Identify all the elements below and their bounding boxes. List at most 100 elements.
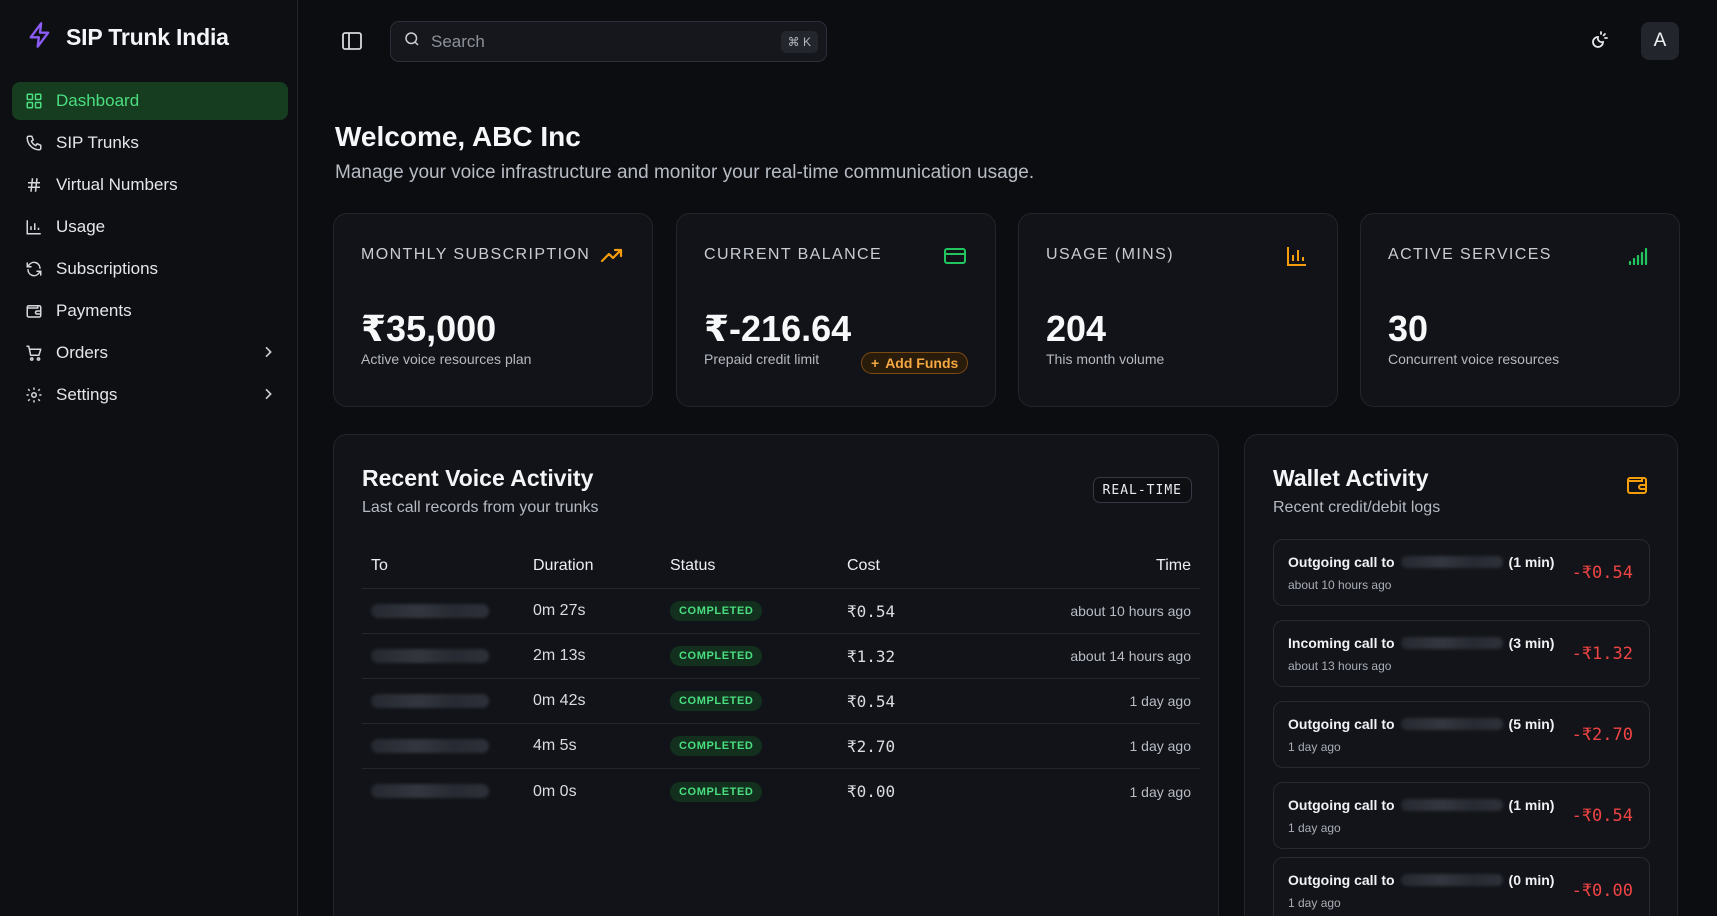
table-row[interactable]: 0m 42s COMPLETED ₹0.54 1 day ago [362, 679, 1200, 724]
wallet-log-item[interactable]: Outgoing call to (1 min) 1 day ago -₹0.5… [1273, 782, 1650, 849]
realtime-badge: REAL-TIME [1092, 477, 1192, 503]
wallet-log-duration: (3 min) [1508, 635, 1555, 651]
add-funds-label: Add Funds [885, 355, 959, 371]
brand[interactable]: SIP Trunk India [26, 20, 229, 55]
stat-subtext: Active voice resources plan [361, 351, 532, 367]
stat-value: ₹-216.64 [704, 308, 852, 349]
wallet-icon [1625, 473, 1649, 497]
panel-title: Wallet Activity [1273, 465, 1429, 491]
wallet-log-amount: -₹2.70 [1571, 725, 1633, 745]
wallet-log-title: Outgoing call to (1 min) [1288, 797, 1554, 813]
avatar[interactable]: A [1641, 22, 1679, 60]
sidebar-item-sip-trunks[interactable]: SIP Trunks [12, 124, 288, 162]
duration-cell: 0m 27s [533, 602, 586, 619]
sidebar-item-orders[interactable]: Orders [12, 334, 288, 372]
redacted-number [1400, 799, 1503, 811]
search-input[interactable]: Search ⌘ K [390, 21, 827, 62]
panel-title: Recent Voice Activity [362, 465, 594, 491]
wallet-log-amount: -₹0.00 [1571, 881, 1633, 901]
cost-cell: ₹0.54 [847, 601, 896, 621]
wallet-log-title: Incoming call to (3 min) [1288, 635, 1554, 651]
call-records-table: To Duration Status Cost Time 0m 27s COMP… [362, 543, 1200, 814]
stat-subtext: This month volume [1046, 351, 1165, 367]
moon-sun-icon [1586, 31, 1610, 57]
wallet-log-amount: -₹0.54 [1571, 563, 1633, 583]
sidebar-item-dashboard[interactable]: Dashboard [12, 82, 288, 120]
wallet-log-prefix: Outgoing call to [1288, 554, 1395, 570]
table-row[interactable]: 4m 5s COMPLETED ₹2.70 1 day ago [362, 724, 1200, 769]
wallet-log-time: 1 day ago [1288, 896, 1341, 910]
column-header-cost: Cost [847, 556, 880, 574]
stat-card-monthly-subscription: MONTHLY SUBSCRIPTION ₹35,000 Active voic… [333, 213, 653, 407]
brand-name: SIP Trunk India [66, 24, 229, 50]
table-row[interactable]: 2m 13s COMPLETED ₹1.32 about 14 hours ag… [362, 634, 1200, 679]
wallet-log-title: Outgoing call to (0 min) [1288, 872, 1554, 888]
redacted-number [362, 647, 533, 665]
signal-icon [1627, 244, 1651, 268]
add-funds-button[interactable]: + Add Funds [861, 352, 969, 374]
redacted-number [362, 692, 533, 710]
wallet-log-duration: (1 min) [1508, 554, 1555, 570]
status-cell: COMPLETED [670, 601, 847, 621]
cost-cell: ₹0.00 [847, 782, 896, 801]
sidebar-item-label: Subscriptions [56, 259, 159, 278]
wallet-log-item[interactable]: Outgoing call to (5 min) 1 day ago -₹2.7… [1273, 701, 1650, 768]
page-title: Welcome, ABC Inc [335, 121, 581, 152]
chevron-right-icon [260, 343, 276, 366]
wallet-log-item[interactable]: Incoming call to (3 min) about 13 hours … [1273, 620, 1650, 687]
sidebar-item-payments[interactable]: Payments [12, 292, 288, 330]
stat-label: CURRENT BALANCE [704, 246, 883, 263]
column-header-to: To [371, 556, 388, 574]
sidebar-item-label: Settings [56, 385, 118, 404]
theme-toggle-button[interactable] [1586, 29, 1612, 55]
search-icon [403, 30, 421, 53]
wallet-activity-panel: Wallet Activity Recent credit/debit logs… [1244, 434, 1678, 916]
wallet-log-item[interactable]: Outgoing call to (0 min) 1 day ago -₹0.0… [1273, 857, 1650, 916]
duration-cell: 2m 13s [533, 647, 586, 664]
sidebar-item-label: Payments [56, 301, 132, 320]
redacted-number [1400, 637, 1503, 649]
trending-up-icon [600, 244, 624, 268]
time-cell: about 10 hours ago [1070, 603, 1191, 619]
refresh-icon [24, 259, 44, 279]
sidebar-item-settings[interactable]: Settings [12, 376, 288, 414]
stat-value: 30 [1388, 308, 1429, 349]
sidebar-item-label: Dashboard [56, 91, 140, 110]
sidebar: SIP Trunk India Dashboard SIP Trunks Vir… [0, 0, 298, 916]
wallet-log-title: Outgoing call to (5 min) [1288, 716, 1554, 732]
status-badge: COMPLETED [670, 646, 763, 666]
table-row[interactable]: 0m 27s COMPLETED ₹0.54 about 10 hours ag… [362, 589, 1200, 634]
time-cell: about 14 hours ago [1070, 648, 1191, 664]
cost-cell: ₹2.70 [847, 736, 896, 756]
search-shortcut: ⌘ K [780, 31, 818, 53]
status-cell: COMPLETED [670, 736, 847, 756]
stat-label: USAGE (MINS) [1046, 246, 1174, 263]
sidebar-item-usage[interactable]: Usage [12, 208, 288, 246]
wallet-log-prefix: Outgoing call to [1288, 797, 1395, 813]
sidebar-toggle-button[interactable] [340, 29, 366, 55]
wallet-log-time: about 13 hours ago [1288, 659, 1392, 673]
hash-icon [24, 175, 44, 195]
table-row[interactable]: 0m 0s COMPLETED ₹0.00 1 day ago [362, 769, 1200, 814]
wallet-log-time: 1 day ago [1288, 821, 1341, 835]
status-cell: COMPLETED [670, 781, 847, 802]
wallet-log-duration: (5 min) [1508, 716, 1555, 732]
status-badge: COMPLETED [670, 781, 763, 802]
sidebar-item-virtual-numbers[interactable]: Virtual Numbers [12, 166, 288, 204]
stat-card-active-services: ACTIVE SERVICES 30 Concurrent voice reso… [1360, 213, 1680, 407]
wallet-log-prefix: Outgoing call to [1288, 716, 1395, 732]
sidebar-item-label: Virtual Numbers [56, 175, 178, 194]
panel-subtitle: Last call records from your trunks [362, 499, 599, 516]
cost-cell: ₹0.54 [847, 691, 896, 711]
stat-label: MONTHLY SUBSCRIPTION [361, 246, 591, 263]
sidebar-item-subscriptions[interactable]: Subscriptions [12, 250, 288, 288]
bar-chart-icon [24, 217, 44, 237]
duration-cell: 4m 5s [533, 737, 577, 754]
wallet-log-prefix: Incoming call to [1288, 635, 1395, 651]
gear-icon [24, 385, 44, 405]
wallet-log-item[interactable]: Outgoing call to (1 min) about 10 hours … [1273, 539, 1650, 606]
sidebar-nav: Dashboard SIP Trunks Virtual Numbers Usa… [12, 82, 288, 418]
sidebar-item-label: Usage [56, 217, 106, 236]
stat-card-usage: USAGE (MINS) 204 This month volume [1018, 213, 1338, 407]
table-header: To Duration Status Cost Time [362, 543, 1200, 589]
